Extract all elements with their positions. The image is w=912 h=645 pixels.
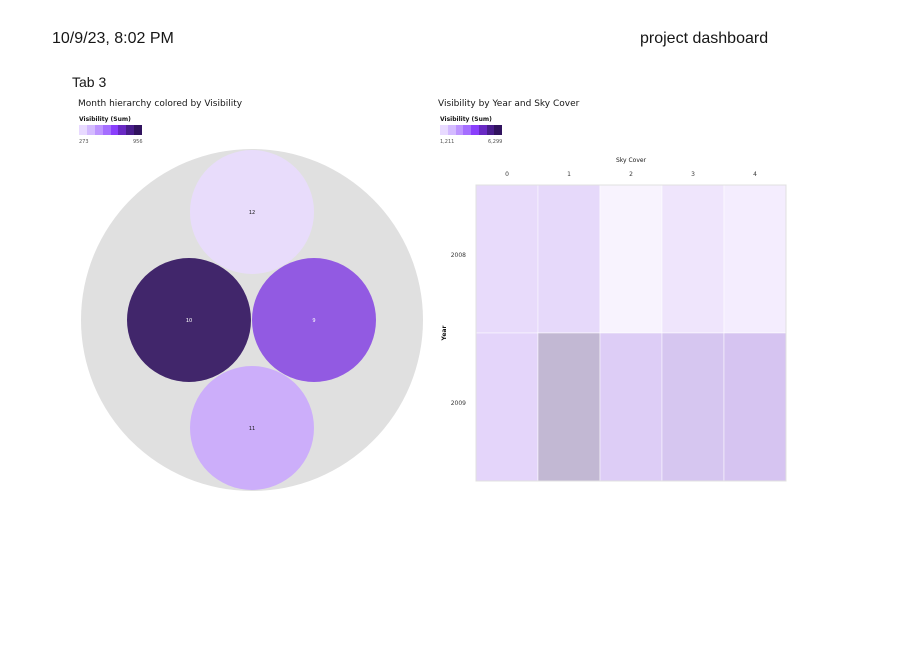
legend-swatch — [86, 125, 95, 135]
legend-swatch — [79, 125, 87, 135]
heatmap-cell[interactable] — [475, 332, 539, 482]
bubble-legend-title: Visibility (Sum) — [79, 116, 131, 123]
legend-swatch — [471, 125, 479, 135]
bubble-chart-title: Month hierarchy colored by Visibility — [78, 99, 243, 109]
bubble-label: 9 — [312, 318, 315, 324]
x-tick-label: 0 — [505, 171, 509, 178]
legend-swatch — [126, 125, 135, 135]
heatmap-cell[interactable] — [661, 332, 725, 482]
legend-swatch — [102, 125, 111, 135]
heatmap-cell[interactable] — [723, 332, 787, 482]
heatmap-chart-title: Visibility by Year and Sky Cover — [438, 99, 580, 109]
y-axis-title: Year — [441, 326, 448, 342]
legend-swatch — [478, 125, 487, 135]
legend-swatch — [486, 125, 495, 135]
heatmap-legend-color-scale — [440, 125, 502, 135]
heatmap-cell[interactable] — [537, 332, 601, 482]
heatmap-cell[interactable] — [661, 184, 725, 334]
legend-swatch — [110, 125, 119, 135]
bubble-month-10[interactable] — [127, 258, 251, 382]
heatmap-cell[interactable] — [475, 184, 539, 334]
legend-swatch — [94, 125, 103, 135]
bubble-label: 11 — [249, 426, 255, 432]
legend-swatch — [118, 125, 127, 135]
legend-swatch — [463, 125, 471, 135]
report-timestamp: 10/9/23, 8:02 PM — [52, 30, 174, 47]
heatmap-legend-title: Visibility (Sum) — [440, 116, 492, 123]
bubble-legend-color-scale — [79, 125, 142, 135]
heatmap-frame — [475, 184, 787, 482]
bubble-legend-min: 273 — [79, 139, 89, 145]
x-tick-label: 2 — [629, 171, 633, 178]
heatmap-legend-max: 6,299 — [488, 139, 503, 145]
y-tick-label: 2008 — [451, 252, 466, 259]
x-tick-label: 4 — [753, 171, 757, 178]
heatmap-cell[interactable] — [723, 184, 787, 334]
bubble-label: 10 — [186, 318, 192, 324]
bubble-label: 12 — [249, 210, 255, 216]
heatmap-legend-min: 1,211 — [440, 139, 455, 145]
legend-swatch — [494, 125, 502, 135]
heatmap-cell[interactable] — [537, 184, 601, 334]
legend-swatch — [134, 125, 142, 135]
x-tick-label: 1 — [567, 171, 571, 178]
heatmap-cell[interactable] — [599, 332, 663, 482]
legend-swatch — [455, 125, 464, 135]
heatmap-cell[interactable] — [599, 184, 663, 334]
bubble-month-12[interactable] — [190, 150, 314, 274]
legend-swatch — [440, 125, 448, 135]
bubble-month-9[interactable] — [252, 258, 376, 382]
bubble-legend-max: 956 — [133, 139, 143, 145]
bubble-month-11[interactable] — [190, 366, 314, 490]
y-tick-label: 2009 — [451, 400, 466, 407]
dashboard-title: project dashboard — [640, 30, 769, 47]
tab-title: Tab 3 — [72, 74, 107, 90]
x-tick-label: 3 — [691, 171, 695, 178]
legend-swatch — [447, 125, 456, 135]
x-axis-title: Sky Cover — [616, 157, 647, 164]
